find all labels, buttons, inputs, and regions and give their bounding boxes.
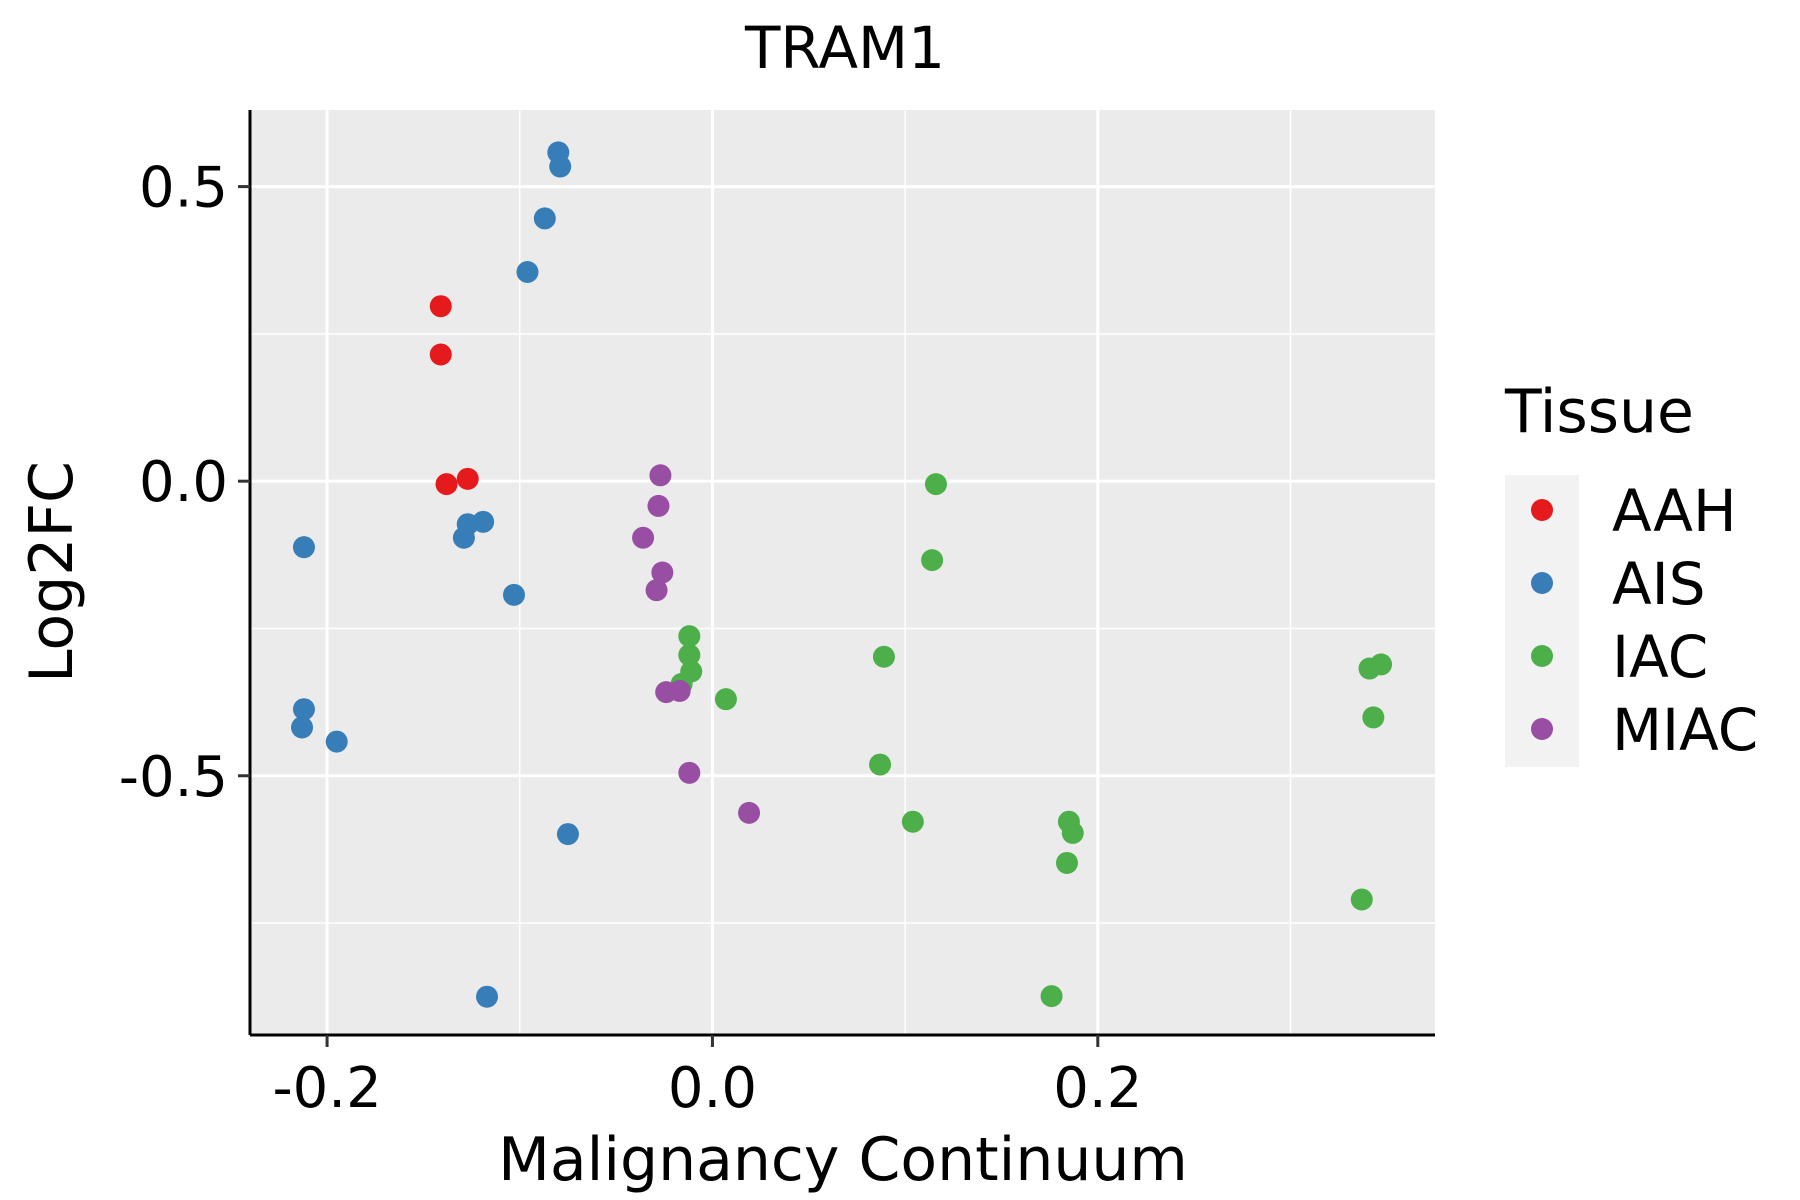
data-point-aah [435,473,458,496]
data-point-iac [921,549,944,572]
y-tick-label: -0.5 [119,745,228,810]
data-point-ais [549,155,572,178]
y-tick-label: 0.0 [139,450,228,515]
data-point-ais [291,716,314,739]
data-point-ais [472,510,495,533]
legend-label-ais: AIS [1612,550,1706,618]
data-point-iac [714,688,737,711]
data-point-miac [649,464,672,487]
legend-title: Tissue [1504,377,1694,447]
panel-background [250,110,1435,1035]
data-point-miac [632,526,655,549]
y-tick-label: 0.5 [139,156,228,221]
data-point-ais [556,823,579,846]
data-point-iac [872,645,895,668]
legend-key-aah [1531,499,1553,521]
plot-panel [248,110,1435,1037]
x-tick-label: 0.2 [1053,1056,1142,1121]
chart-title: TRAM1 [744,14,945,82]
data-point-miac [645,579,668,602]
data-point-miac [651,561,674,584]
data-point-iac [1061,821,1084,844]
data-point-iac [924,473,947,496]
y-axis-title: Log2FC [17,461,87,683]
data-point-ais [502,583,525,606]
minor-gridlines [250,110,1435,1035]
data-point-ais [292,536,315,559]
legend-key-iac [1531,645,1553,667]
data-point-iac [1370,653,1393,676]
data-point-miac [647,494,670,517]
data-point-ais [476,985,498,1008]
data-point-aah [456,467,479,490]
x-axis-ticks: -0.2 0.0 0.2 [272,1035,1142,1121]
data-point-ais [452,526,475,549]
legend-label-iac: IAC [1612,623,1708,691]
data-point-iac [678,643,701,666]
data-point-iac [1350,888,1373,911]
data-point-iac [901,810,924,833]
data-point-ais [516,261,539,284]
data-point-miac [738,801,761,824]
data-points [291,141,1393,1008]
data-point-iac [1040,985,1063,1008]
x-tick-label: -0.2 [272,1056,381,1121]
data-point-aah [429,295,452,318]
legend-key-ais [1531,572,1553,594]
data-point-miac [668,679,691,702]
data-point-iac [1362,706,1385,729]
data-point-ais [533,207,556,230]
x-axis-title: Malignancy Continuum [498,1125,1188,1195]
data-point-ais [292,698,315,721]
legend-key-miac [1531,718,1553,740]
data-point-iac [678,625,701,648]
legend-label-aah: AAH [1612,477,1737,545]
x-tick-label: 0.0 [668,1056,757,1121]
data-point-aah [429,343,452,366]
data-point-ais [325,730,348,753]
y-axis-ticks: 0.5 0.0 -0.5 [119,156,250,810]
data-point-miac [678,761,701,784]
data-point-iac [1055,851,1078,874]
data-point-iac [869,753,892,776]
legend-label-miac: MIAC [1612,696,1758,764]
